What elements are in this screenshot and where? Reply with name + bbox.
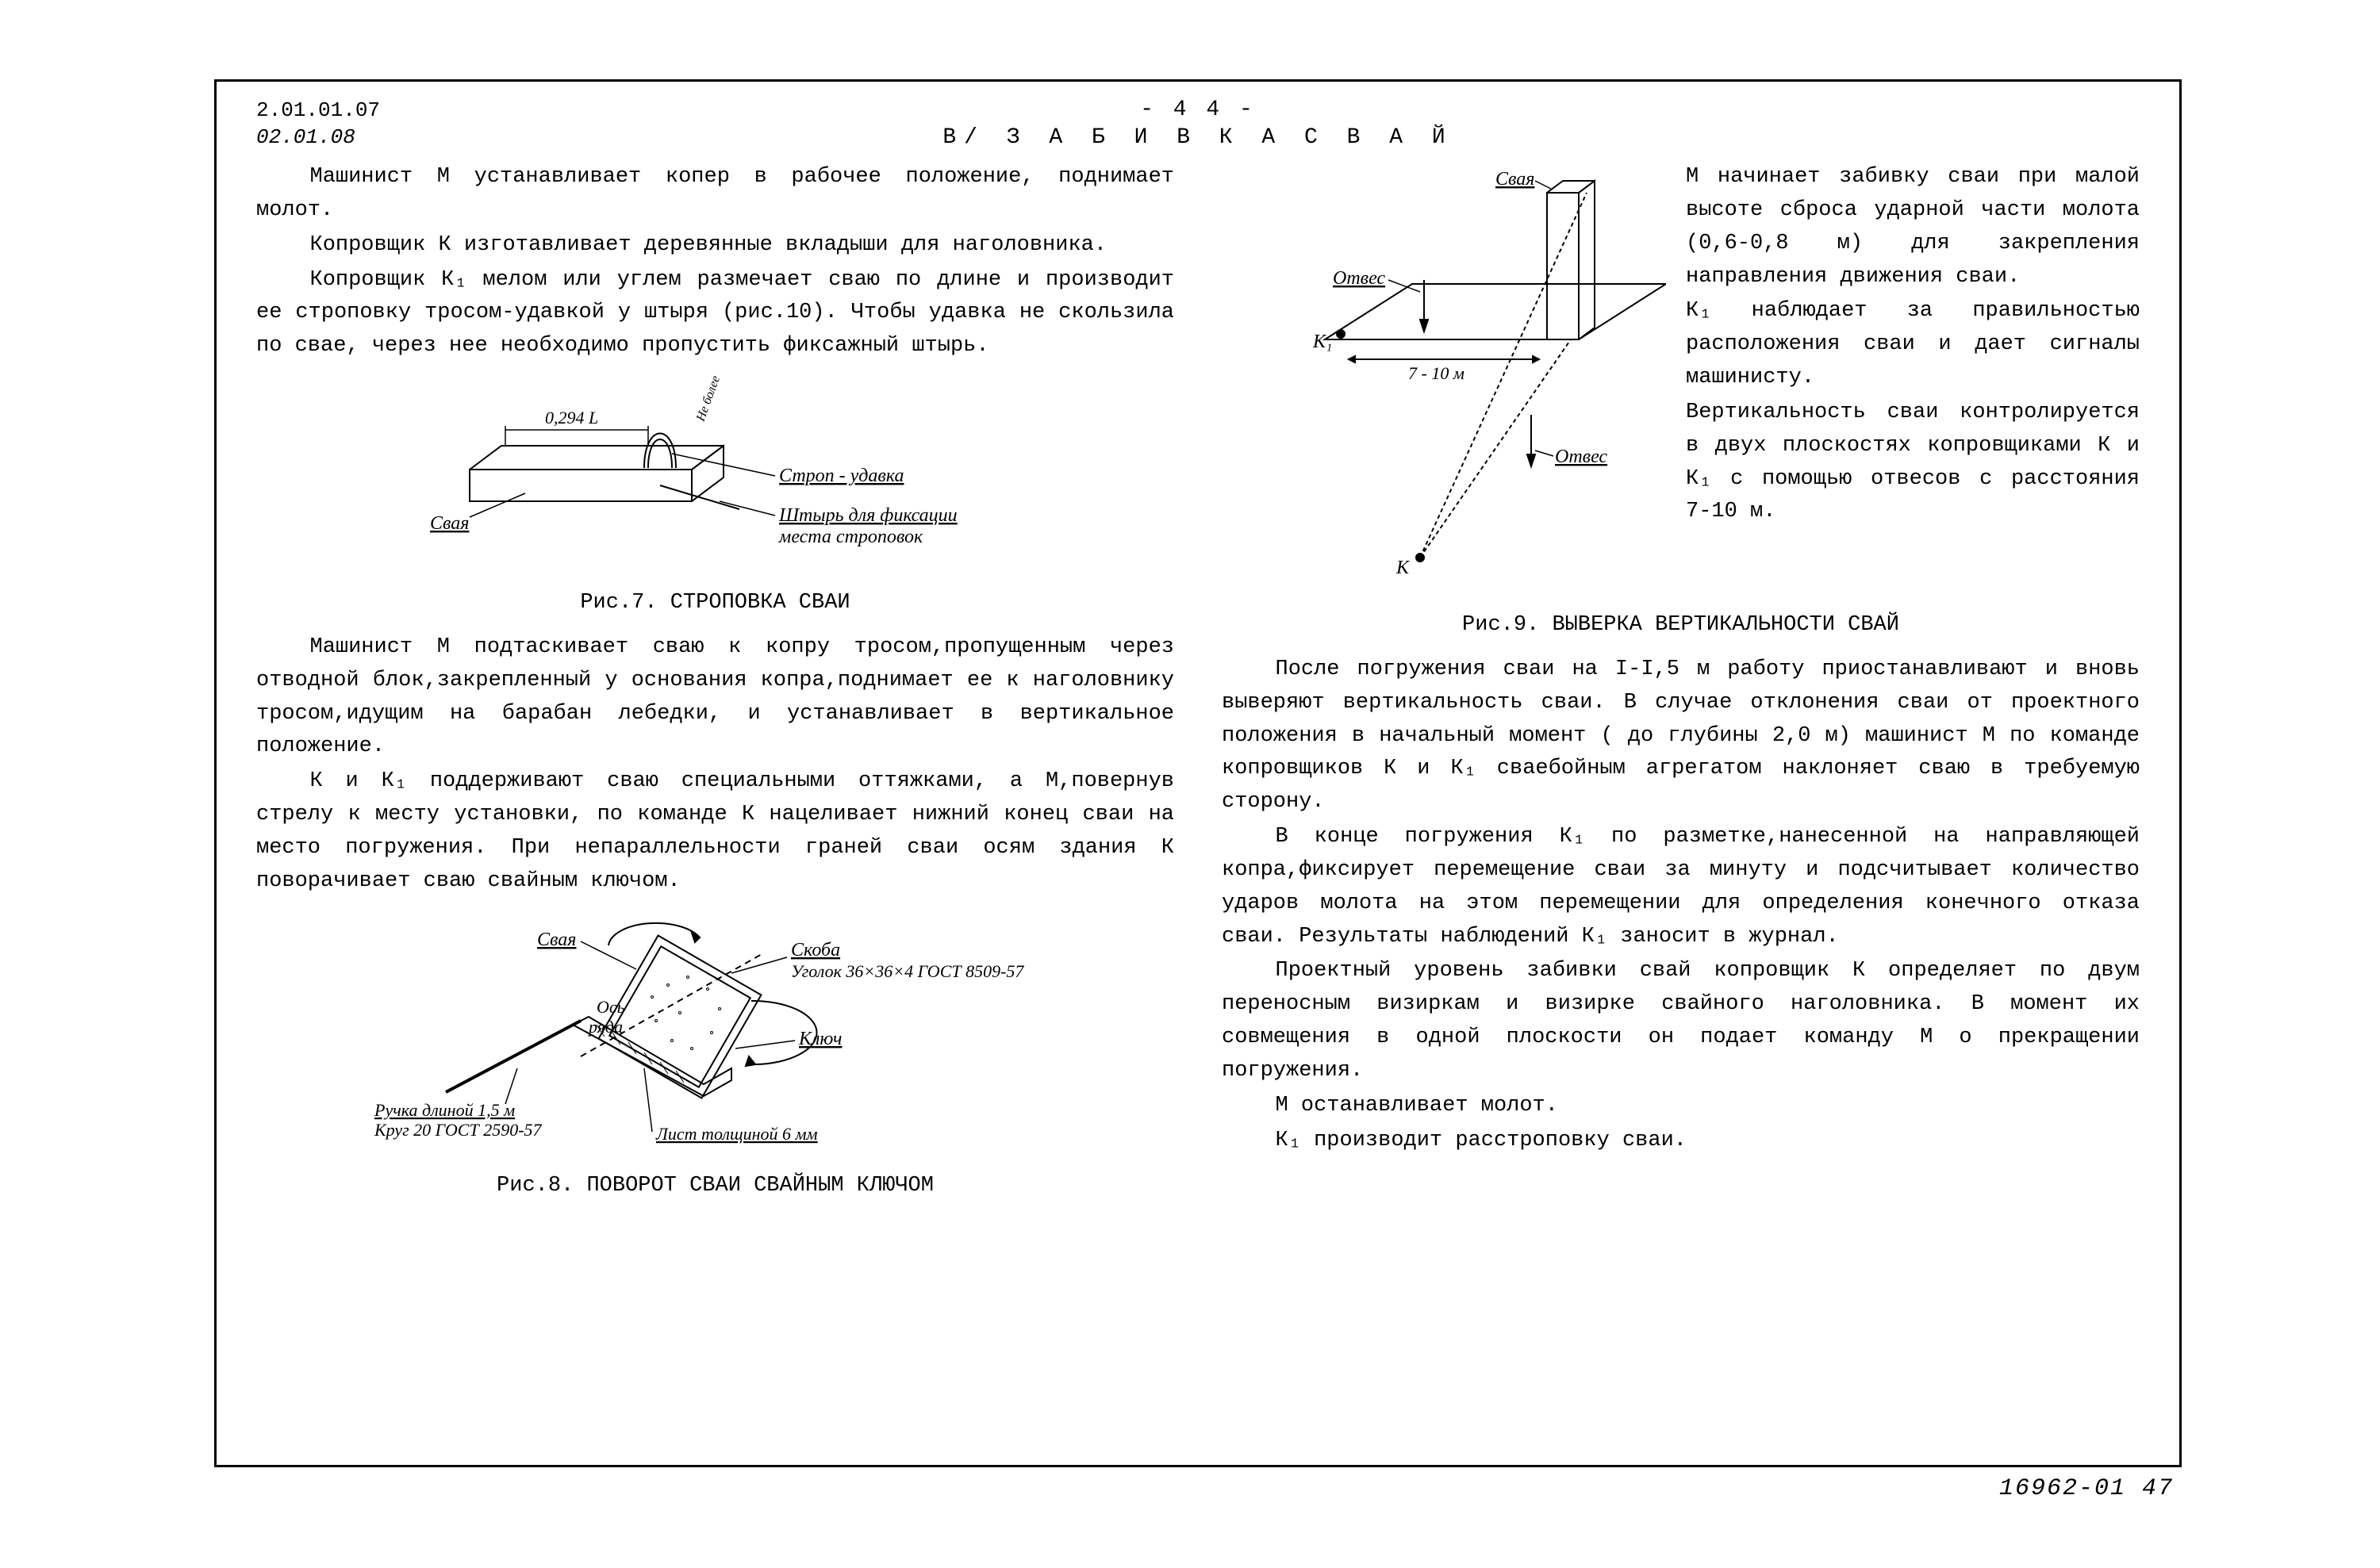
- right-column: Свая Отвес К₁ 7 - 10 м Отвес К М начинае…: [1222, 161, 2140, 1441]
- left-column: Машинист М устанавливает копер в рабочее…: [256, 161, 1174, 1441]
- fig7-strop: Строп - удавка: [779, 466, 904, 486]
- fig9-otves2: Отвес: [1555, 447, 1607, 467]
- para: К₁ наблюдает за правильностью расположен…: [1686, 295, 2140, 395]
- figure-8-caption: Рис.8. ПОВОРОТ СВАИ СВАЙНЫМ КЛЮЧОМ: [256, 1170, 1174, 1203]
- para: Копровщик К₁ мелом или углем размечает с…: [256, 264, 1174, 364]
- para: Проектный уровень забивки свай копровщик…: [1222, 955, 2140, 1087]
- header-codes: 2.01.01.07 02.01.08: [256, 98, 380, 151]
- para: Машинист М устанавливает копер в рабочее…: [256, 161, 1174, 228]
- fig8-list: Лист толщиной 6 мм: [655, 1124, 818, 1144]
- fig7-shtyr: Штырь для фиксации: [778, 505, 958, 526]
- section-title: В/ З А Б И В К А С В А Й: [942, 125, 1453, 150]
- para: В конце погружения К₁ по разметке,нанесе…: [1222, 821, 2140, 953]
- para: К₁ производит расстроповку сваи.: [1222, 1125, 2140, 1158]
- footer-code: 16962-01 47: [1999, 1475, 2174, 1502]
- fig8-skoba: Скоба: [791, 940, 840, 960]
- para: Вертикальность сваи контролируется в дву…: [1686, 397, 2140, 529]
- fig7-svaya: Свая: [430, 513, 469, 534]
- figure-7-caption: Рис.7. СТРОПОВКА СВАИ: [256, 587, 1174, 620]
- para: М начинает забивку сваи при малой высоте…: [1686, 161, 2140, 293]
- fig9-k: К: [1395, 558, 1411, 578]
- fig8-os: Ось: [597, 997, 625, 1017]
- code-1: 2.01.01.07: [256, 98, 380, 125]
- figure-9-side-text: М начинает забивку сваи при малой высоте…: [1686, 161, 2140, 529]
- figure-8-diagram: Свая Скоба Уголок 36×36×4 ГОСТ 8509-57 О…: [359, 910, 1073, 1156]
- fig8-ruchka: Ручка длиной 1,5 м: [374, 1100, 515, 1120]
- fig9-dist: 7 - 10 м: [1408, 363, 1464, 383]
- fig8-ryada: ряда: [587, 1017, 623, 1037]
- page-frame: 2.01.01.07 02.01.08 - 4 4 - В/ З А Б И В…: [214, 79, 2182, 1467]
- para: М останавливает молот.: [1222, 1090, 2140, 1123]
- code-2: 02.01.08: [256, 125, 380, 151]
- fig7-shtyr2: места строповок: [778, 527, 923, 547]
- figure-9-diagram: Свая Отвес К₁ 7 - 10 м Отвес К: [1222, 161, 1666, 589]
- page-number: - 4 4 -: [1140, 98, 1256, 122]
- fig9-k1: К₁: [1312, 332, 1332, 352]
- fig8-krug: Круг 20 ГОСТ 2590-57: [374, 1120, 543, 1140]
- para: Копровщик К изготавливает деревянные вкл…: [256, 229, 1174, 263]
- fig7-ne-bolee: Не более 0,5 м: [693, 374, 733, 424]
- figure-7-diagram: 0,294 L Свая Строп - удавка Штырь для фи…: [406, 374, 1025, 573]
- para: Машинист М подтаскивает сваю к копру тро…: [256, 631, 1174, 764]
- fig8-ugolok: Уголок 36×36×4 ГОСТ 8509-57: [791, 961, 1024, 981]
- fig9-svaya: Свая: [1495, 169, 1534, 190]
- para: К и К₁ поддерживают сваю специальными от…: [256, 765, 1174, 898]
- fig9-otves1: Отвес: [1333, 268, 1385, 289]
- fig8-klyuch: Ключ: [798, 1029, 842, 1049]
- figure-9-caption: Рис.9. ВЫВЕРКА ВЕРТИКАЛЬНОСТИ СВАЙ: [1222, 609, 2140, 642]
- fig7-dim: 0,294 L: [545, 408, 598, 427]
- fig8-svaya: Свая: [537, 930, 576, 950]
- para: После погружения сваи на I-I,5 м работу …: [1222, 654, 2140, 819]
